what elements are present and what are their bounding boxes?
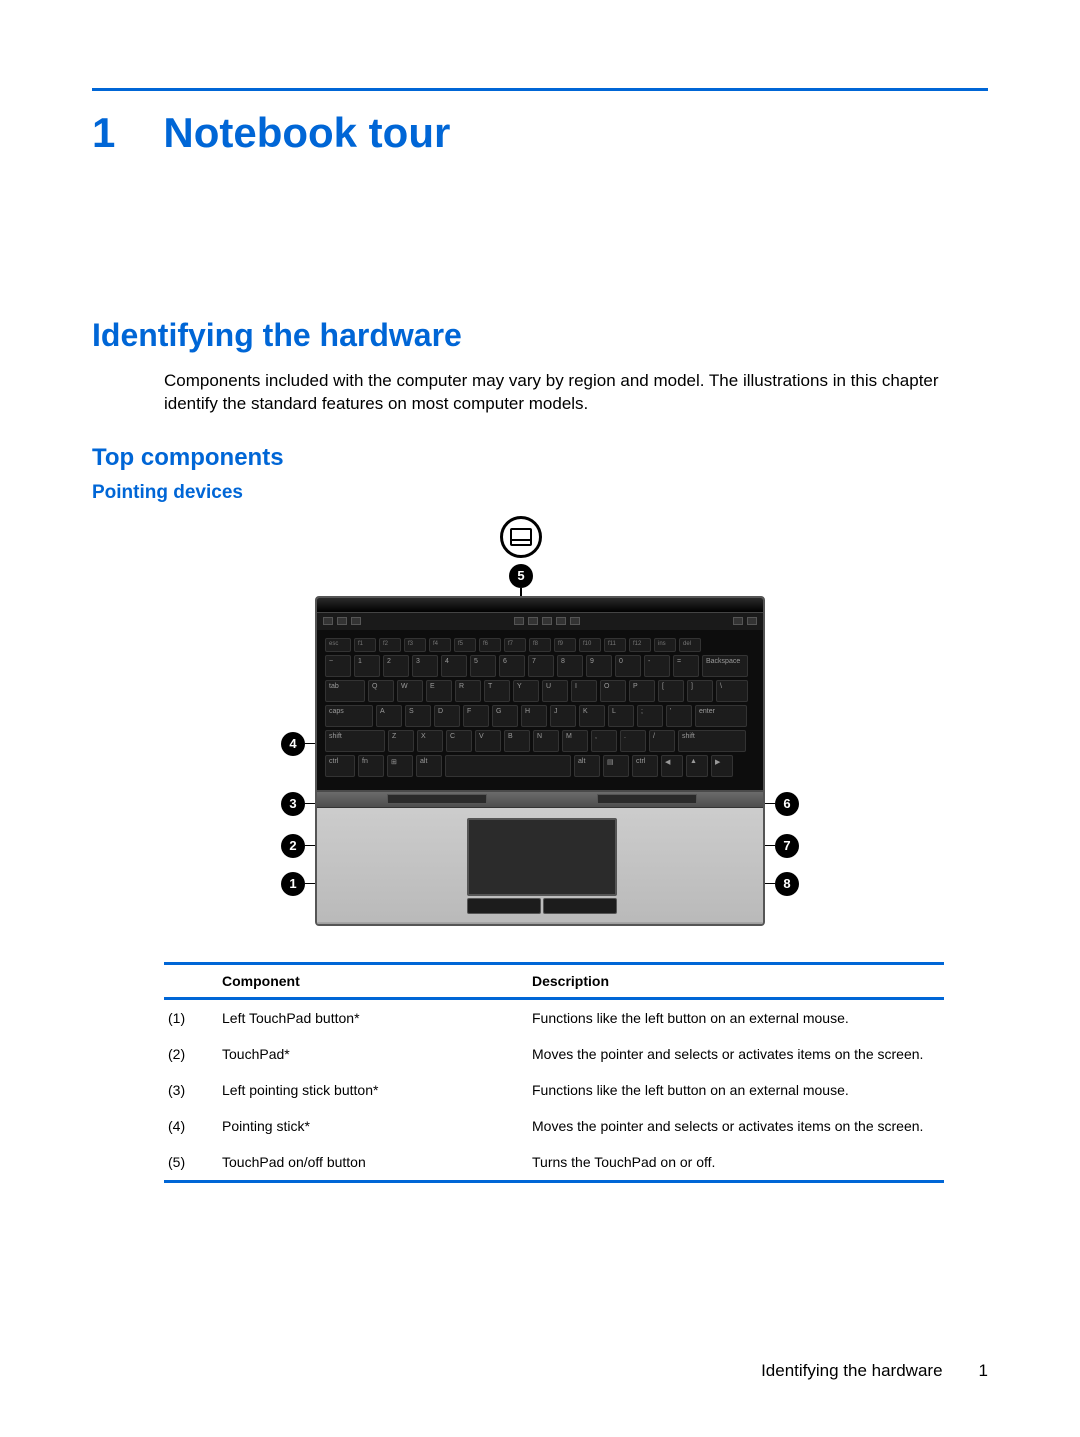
row-number: (1) [168, 1010, 222, 1026]
palmrest [317, 792, 763, 926]
chapter-number: 1 [92, 109, 115, 157]
callout-3: 3 [281, 792, 305, 816]
section-heading-h2: Identifying the hardware [92, 317, 988, 354]
figure-container: 5 4 3 2 1 6 7 8 [92, 516, 988, 936]
touchpad-glyph-icon [510, 528, 532, 546]
row-component: Left pointing stick button* [222, 1082, 532, 1098]
lid-strip [317, 598, 763, 612]
footer-section-title: Identifying the hardware [761, 1361, 942, 1381]
row-description: Functions like the left button on an ext… [532, 1010, 940, 1026]
callout-6: 6 [775, 792, 799, 816]
row-number: (5) [168, 1154, 222, 1170]
table-bottom-rule [164, 1180, 944, 1183]
touchpad-buttons [467, 898, 617, 914]
callout-7: 7 [775, 834, 799, 858]
row-description: Turns the TouchPad on or off. [532, 1154, 940, 1170]
row-description: Moves the pointer and selects or activat… [532, 1118, 940, 1134]
callout-5: 5 [509, 564, 533, 588]
table-row: (1) Left TouchPad button* Functions like… [164, 1000, 944, 1036]
chapter-title: Notebook tour [163, 109, 450, 157]
row-description: Moves the pointer and selects or activat… [532, 1046, 940, 1062]
callout-8: 8 [775, 872, 799, 896]
table-header-description: Description [532, 973, 940, 989]
row-component: TouchPad* [222, 1046, 532, 1062]
table-header-row: Component Description [164, 965, 944, 1000]
callout-1: 1 [281, 872, 305, 896]
intro-paragraph: Components included with the computer ma… [164, 370, 988, 416]
section-heading-h4: Pointing devices [92, 482, 988, 504]
page-footer: Identifying the hardware 1 [761, 1361, 988, 1381]
table-row: (5) TouchPad on/off button Turns the Tou… [164, 1144, 944, 1180]
keyboard: esc f1f2f3f4 f5f6f7f8 f9f10f11f12 insdel… [317, 630, 763, 792]
table-row: (4) Pointing stick* Moves the pointer an… [164, 1108, 944, 1144]
row-number: (2) [168, 1046, 222, 1062]
chapter-top-rule [92, 88, 988, 91]
table-row: (2) TouchPad* Moves the pointer and sele… [164, 1036, 944, 1072]
pointing-stick-button-bar [317, 792, 763, 808]
row-number: (3) [168, 1082, 222, 1098]
touchpad-toggle-icon [500, 516, 542, 558]
row-component: Pointing stick* [222, 1118, 532, 1134]
table-row: (3) Left pointing stick button* Function… [164, 1072, 944, 1108]
laptop-illustration: 5 4 3 2 1 6 7 8 [275, 516, 805, 936]
footer-page-number: 1 [979, 1361, 988, 1381]
row-component: Left TouchPad button* [222, 1010, 532, 1026]
chapter-heading: 1 Notebook tour [92, 109, 988, 157]
row-number: (4) [168, 1118, 222, 1134]
row-component: TouchPad on/off button [222, 1154, 532, 1170]
laptop-chassis: esc f1f2f3f4 f5f6f7f8 f9f10f11f12 insdel… [315, 596, 765, 926]
front-edge [317, 922, 763, 926]
callout-2: 2 [281, 834, 305, 858]
callout-4: 4 [281, 732, 305, 756]
table-header-component: Component [222, 973, 532, 989]
section-heading-h3: Top components [92, 444, 988, 472]
touchpad [467, 818, 617, 896]
media-button-strip [317, 612, 763, 630]
component-table: Component Description (1) Left TouchPad … [164, 962, 944, 1183]
row-description: Functions like the left button on an ext… [532, 1082, 940, 1098]
